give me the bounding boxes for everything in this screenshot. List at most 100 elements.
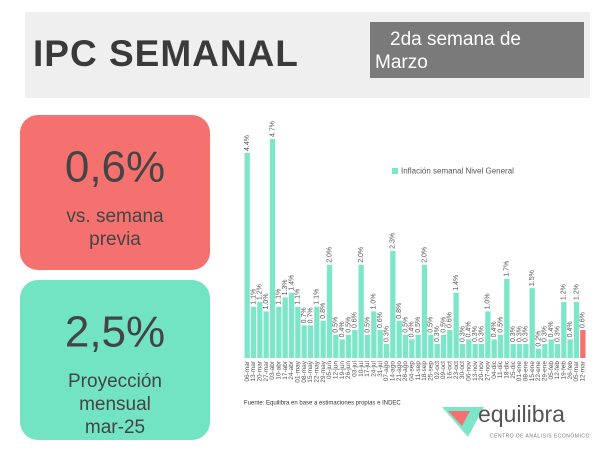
value-label: 0.6% [580,312,587,328]
x-tick-label: 08-ene [523,361,530,382]
period-box [370,22,584,78]
card-text: mensual [79,394,151,415]
bar [345,334,352,358]
x-tick-label: 22-may [314,360,321,382]
bar [276,306,282,358]
value-label: 1.1% [276,289,283,305]
value-label: 1.2% [561,284,568,300]
bar [561,302,567,358]
bar [567,339,573,358]
bar [314,306,320,358]
bar [295,306,301,358]
x-tick-label: 29-ene [542,361,549,382]
value-label: 1.2% [573,284,580,300]
bar [434,344,440,358]
value-label: 0.8% [396,303,403,319]
bar [529,288,535,358]
value-label: 0.3% [383,326,390,342]
bar [497,334,504,358]
bar [339,339,345,358]
value-label: 0.3% [434,326,441,342]
bar [510,344,516,358]
value-label: 0.6% [377,312,384,328]
x-tick-label: 03-abr [269,360,276,380]
bar [491,339,497,358]
x-tick-label: 23-oct [453,361,460,379]
card-text: vs. semana [66,206,164,227]
bar [396,320,402,358]
x-tick-label: 26-jun [345,361,352,379]
bar [320,320,326,358]
x-tick-label: 02-oct [434,361,441,379]
value-label: 0.3% [472,326,479,342]
x-tick-label: 18-sep [421,361,428,381]
x-tick-label: 21-ago [396,361,403,382]
value-label: 0.3% [459,326,466,342]
bar [282,297,288,358]
value-label: 0.8% [320,303,327,319]
x-tick-label: 22-ene [535,361,542,382]
x-tick-label: 09-oct [440,361,447,379]
value-label: 0.3% [542,326,549,342]
bar [472,344,478,358]
bar [288,292,295,358]
bar [459,344,466,358]
x-tick-label: 11-sep [415,361,422,381]
card [20,115,210,270]
x-tick-label: 26-feb [567,361,574,380]
value-label: 0.5% [497,317,504,333]
x-tick-label: 17-jul [364,360,371,376]
card-value: 2,5% [65,308,165,357]
bar [421,264,428,358]
bar [358,264,364,358]
x-tick-label: 30-oct [459,361,466,379]
value-label: 1.0% [485,293,492,309]
bar [580,330,586,358]
value-label: 1.7% [504,261,511,277]
value-label: 0.4% [548,321,555,337]
bar [326,264,333,358]
value-label: 0.5% [345,317,352,333]
value-label: 1.4% [288,275,295,291]
value-label: 0.6% [447,312,454,328]
value-label: 0.3% [510,326,517,342]
value-label: 1.1% [314,289,321,305]
x-tick-label: 29-may [320,360,327,382]
x-tick-label: 12-feb [554,361,561,380]
card [20,280,210,440]
bar [371,311,377,358]
value-label: 2.0% [358,247,365,263]
value-label: 0.3% [516,326,523,342]
bar [390,250,396,358]
x-tick-label: 19-jun [339,361,346,379]
x-tick-label: 20-mar [257,360,264,381]
bar [504,278,510,358]
x-tick-label: 24-jul [371,360,378,376]
value-label: 1.2% [257,284,264,300]
bar [548,339,554,358]
bar [364,334,371,358]
bar [573,302,580,358]
bar [250,306,257,358]
x-tick-label: 17-abr [282,360,289,380]
x-tick-label: 14-ago [390,361,397,382]
value-label: 4.7% [269,121,276,137]
bar [307,325,314,358]
value-label: 0.3% [478,326,485,342]
bar [453,292,459,358]
x-tick-label: 15-ene [529,361,536,382]
value-label: 0.5% [428,317,435,333]
legend-label: Inflación semanal Nivel General [401,167,514,176]
logo-name: equilibra [478,401,565,427]
x-tick-label: 24-abr [288,360,295,380]
bar [333,334,339,358]
x-tick-label: 08-may [301,360,308,382]
x-tick-label: 01-may [295,360,302,382]
bar [523,344,529,358]
x-tick-label: 03-jul [352,360,359,376]
bar [466,339,472,358]
period: Marzo [375,52,428,73]
bar [352,330,358,358]
value-label: 1.1% [295,289,302,305]
bar [257,302,263,358]
